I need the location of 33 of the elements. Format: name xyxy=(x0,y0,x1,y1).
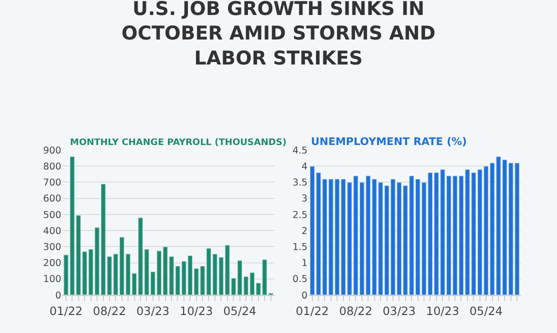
y-tick-label: 200 xyxy=(43,258,62,270)
y-tick-label: 600 xyxy=(43,194,62,205)
x-tick-label: 10/23 xyxy=(180,304,213,318)
y-tick-label: 1 xyxy=(302,258,308,270)
y-tick-label: 2 xyxy=(302,226,308,237)
y-tick-label: 0.5 xyxy=(292,274,308,286)
chart-subtitle: MONTHLY CHANGE PAYROLL (THOUSANDS) xyxy=(70,138,286,148)
y-tick-label: 3 xyxy=(302,194,308,205)
chart-title: U.S. JOB GROWTH SINKS IN OCTOBER AMID STORMS AND LABOR STRIKES xyxy=(122,0,436,70)
y-tick-label: 4.5 xyxy=(292,145,308,156)
x-tick-label: 01/22 xyxy=(49,304,83,318)
y-tick-label: 700 xyxy=(43,178,62,189)
y-tick-label: 100 xyxy=(43,274,62,286)
y-tick-label: 300 xyxy=(43,242,62,253)
y-tick-label: 0 xyxy=(55,290,62,302)
x-tick-label: 03/23 xyxy=(382,304,416,318)
chart-title: UNEMPLOYMENT RATE (%) xyxy=(311,136,467,148)
y-tick-label: 4 xyxy=(302,161,308,172)
y-tick-label: 400 xyxy=(43,226,62,237)
x-tick-label: 05/24 xyxy=(223,304,256,318)
y-tick-label: 2.5 xyxy=(292,210,308,221)
x-tick-label: 08/22 xyxy=(92,304,126,318)
x-tick-label: 01/22 xyxy=(296,304,329,318)
x-tick-label: 05/24 xyxy=(469,304,503,318)
y-tick-label: 3.5 xyxy=(292,178,308,189)
x-tick-label: 03/23 xyxy=(136,304,170,318)
y-tick-label: 500 xyxy=(43,210,62,221)
x-tick-label: 10/23 xyxy=(426,304,460,318)
y-tick-label: 900 xyxy=(43,145,62,156)
y-tick-label: 0 xyxy=(302,290,308,302)
y-tick-label: 1.5 xyxy=(292,242,308,253)
x-tick-label: 08/22 xyxy=(339,304,372,318)
y-tick-label: 800 xyxy=(43,161,62,172)
